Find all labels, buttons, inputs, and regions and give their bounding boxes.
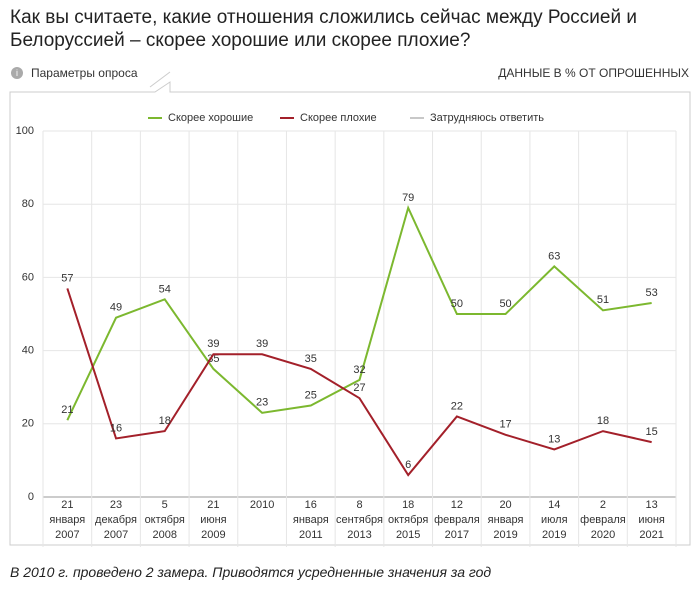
x-tick-label: 18 октября 2015	[388, 499, 428, 541]
data-label: 18	[597, 415, 609, 427]
data-label: 21	[61, 404, 73, 416]
title: Как вы считаете, какие отношения сложили…	[10, 7, 637, 51]
x-tick-label: 5 октября 2008	[145, 499, 185, 541]
data-label: 51	[597, 294, 609, 306]
data-label: 53	[646, 287, 658, 299]
survey-params[interactable]: Параметры опроса	[31, 66, 138, 80]
x-tick-label: 8 сентября 2013	[336, 499, 383, 541]
legend-label: Скорее плохие	[300, 112, 377, 124]
units: ДАННЫЕ В % ОТ ОПРОШЕННЫХ	[498, 66, 689, 80]
data-label: 63	[548, 250, 560, 262]
data-label: 32	[353, 364, 365, 376]
x-tick-label: 20 января 2019	[488, 499, 524, 541]
x-tick-label: 2 февраля 2020	[580, 499, 626, 541]
y-tick-label: 60	[22, 271, 34, 283]
data-label: 35	[305, 353, 317, 365]
data-label: 22	[451, 400, 463, 412]
data-label: 13	[548, 433, 560, 445]
data-label: 16	[110, 422, 122, 434]
x-tick-label: 16 января 2011	[293, 499, 329, 541]
info-icon: i	[11, 67, 23, 79]
x-tick-label: 21 июня 2009	[200, 499, 226, 541]
x-tick-label: 12 февраля 2017	[434, 499, 480, 541]
data-label: 23	[256, 397, 268, 409]
x-tick-label: 13 июня 2021	[638, 499, 664, 541]
x-tick-label: 2010	[250, 499, 274, 511]
data-label: 25	[305, 389, 317, 401]
data-label: 79	[402, 192, 414, 204]
data-label: 54	[159, 283, 171, 295]
data-label: 39	[256, 338, 268, 350]
y-tick-label: 0	[28, 491, 34, 503]
data-label: 18	[159, 415, 171, 427]
data-label: 17	[499, 419, 511, 431]
y-tick-label: 100	[16, 125, 34, 137]
series-line	[66, 288, 652, 477]
y-tick-label: 80	[22, 198, 34, 210]
x-tick-label: 14 июля 2019	[541, 499, 568, 541]
data-label: 35	[207, 353, 219, 365]
y-tick-label: 20	[22, 418, 34, 430]
frame-tab	[149, 71, 171, 88]
data-label: 15	[646, 426, 658, 438]
data-label: 39	[207, 338, 219, 350]
data-label: 49	[110, 302, 122, 314]
data-label: 27	[353, 382, 365, 394]
series-line	[66, 204, 652, 421]
x-tick-label: 23 декабря 2007	[95, 499, 137, 541]
data-label: 50	[451, 298, 463, 310]
data-label: 50	[499, 298, 511, 310]
frame	[9, 81, 691, 546]
x-tick-label: 21 января 2007	[49, 499, 85, 541]
data-label: 57	[61, 272, 73, 284]
legend-label: Затрудняюсь ответить	[430, 112, 544, 124]
legend-label: Скорее хорошие	[168, 112, 253, 124]
footnote: В 2010 г. проведено 2 замера. Приводятся…	[10, 564, 492, 580]
y-tick-label: 40	[22, 345, 34, 357]
data-label: 6	[405, 459, 411, 471]
